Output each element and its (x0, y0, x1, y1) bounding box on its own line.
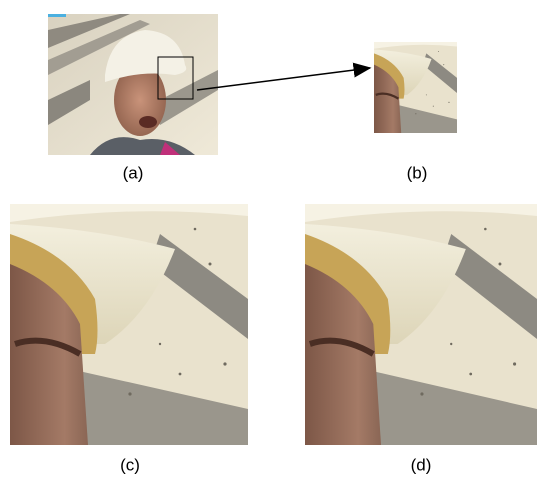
caption: (c) (120, 455, 140, 474)
arrow (197, 68, 370, 90)
image-a (48, 14, 218, 155)
caption: (b) (407, 163, 428, 182)
caption: (d) (411, 455, 432, 474)
caption: (a) (123, 163, 144, 182)
image-b (374, 42, 457, 133)
figure: (a) (b) (c) (d) (0, 0, 538, 477)
image-d (305, 204, 537, 445)
page: (a) (b) (c) (d) (() => { const data = JS… (0, 0, 538, 477)
image-c (10, 204, 248, 445)
